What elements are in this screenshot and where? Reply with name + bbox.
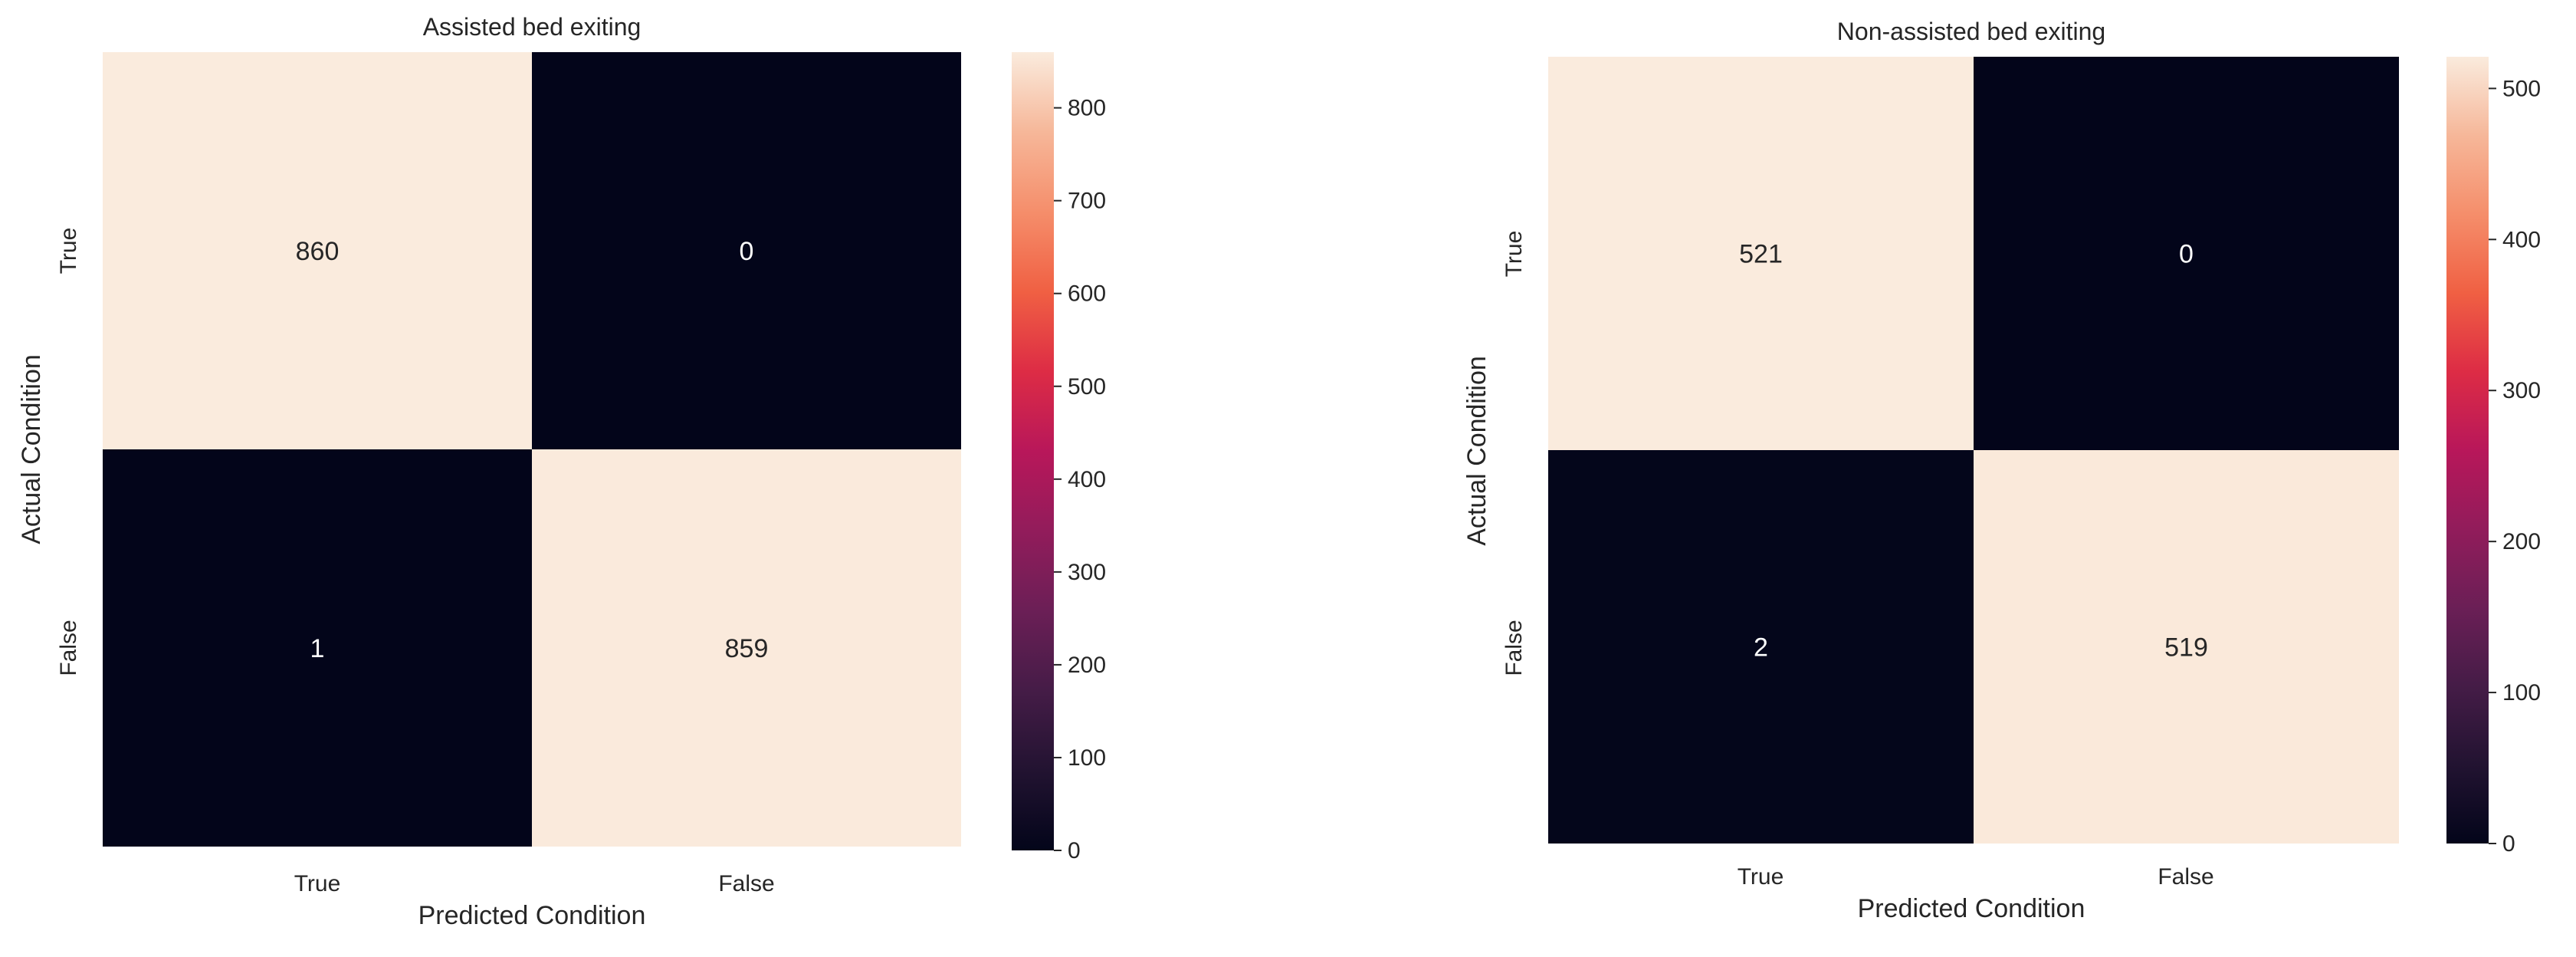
colorbar-tick-label: 0 [2502,831,2515,857]
heatmap-chart-assisted: Assisted bed exiting 860 0 1 859 True False… [17,13,1106,930]
x-axis-label: Predicted Condition [1858,894,2085,923]
cell-value-label: 0 [740,237,754,266]
cell-value-label: 521 [1739,240,1783,269]
chart-title: Non-assisted bed exiting [1837,18,2105,45]
cell-value-labels: 860 0 1 859 [296,237,769,663]
colorbar-ticks: 0 100 200 300 400 500 [2489,76,2541,857]
colorbar-tick-label: 600 [1068,281,1106,307]
heatmap-cell-r0-c0 [103,52,532,449]
y-axis-label: Actual Condition [17,354,46,544]
colorbar-tick-label: 500 [1068,374,1106,400]
colorbar-tick-label: 400 [2502,227,2541,252]
x-tick-label-false: False [2158,864,2213,890]
colorbar-tick-label: 0 [1068,838,1081,863]
x-axis-label: Predicted Condition [418,901,646,930]
colorbar-tick-label: 200 [1068,653,1106,678]
colorbar-tick-label: 300 [1068,560,1106,585]
cell-value-label: 1 [310,634,325,663]
chart-title: Assisted bed exiting [423,13,642,41]
heatmap-cell-r1-c1 [1974,450,2399,844]
x-tick-label-true: True [294,871,341,896]
cell-value-label: 519 [2164,633,2208,663]
heatmap-cell-r0-c1 [1974,57,2399,450]
x-tick-label-false: False [718,871,774,896]
cell-value-label: 0 [2179,240,2194,269]
heatmap-chart-non-assisted: Non-assisted bed exiting 521 0 2 519 True F… [1462,18,2541,923]
heatmap-panel-non-assisted: Non-assisted bed exiting 521 0 2 519 True F… [1349,0,2576,953]
heatmap-cell-r0-c1 [532,52,961,449]
colorbar-tick-label: 100 [2502,680,2541,705]
colorbar-tick-label: 200 [2502,529,2541,554]
cell-value-label: 2 [1754,633,1768,663]
colorbar-tick-label: 300 [2502,378,2541,403]
heatmap-cells [103,52,961,847]
heatmap-cell-r1-c0 [103,449,532,847]
colorbar-tick-label: 700 [1068,189,1106,214]
heatmap-panel-assisted: Assisted bed exiting 860 0 1 859 True False… [0,0,1226,953]
colorbar-ticks: 0 100 200 300 400 500 600 700 800 [1054,96,1106,863]
y-axis-label: Actual Condition [1462,356,1491,546]
colorbar [1012,52,1054,850]
colorbar-tick-label: 800 [1068,96,1106,121]
heatmap-cell-r1-c1 [532,449,961,847]
cell-value-label: 859 [725,634,769,663]
colorbar-tick-label: 100 [1068,745,1106,771]
colorbar-tick-label: 400 [1068,467,1106,492]
y-tick-label-false: False [56,620,81,676]
heatmap-cell-r0-c0 [1548,57,1974,450]
colorbar [2446,57,2489,844]
x-tick-label-true: True [1738,864,1784,890]
y-tick-label-true: True [56,228,81,275]
y-tick-label-false: False [1501,620,1527,676]
heatmap-cells [1548,57,2399,844]
heatmap-cell-r1-c0 [1548,450,1974,844]
y-tick-label-true: True [1501,231,1527,278]
cell-value-label: 860 [296,237,340,266]
cell-value-labels: 521 0 2 519 [1739,240,2208,663]
colorbar-tick-label: 500 [2502,76,2541,101]
